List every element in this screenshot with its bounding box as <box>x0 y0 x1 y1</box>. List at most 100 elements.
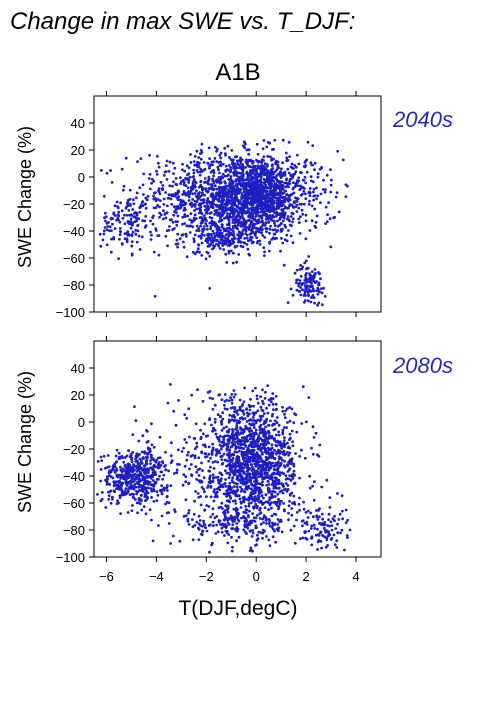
scatter-point <box>218 181 222 185</box>
scatter-point <box>268 174 271 178</box>
scatter-point <box>239 426 242 430</box>
scatter-point <box>249 169 253 172</box>
scatter-point <box>215 523 219 527</box>
scatter-point <box>299 274 303 278</box>
scatter-point <box>244 227 248 231</box>
scatter-point <box>149 459 153 462</box>
scatter-point <box>216 413 220 416</box>
scatter-point <box>248 467 251 471</box>
scatter-point <box>222 492 226 496</box>
y-tick-label: 0 <box>78 170 85 185</box>
scatter-point <box>242 528 246 532</box>
scatter-point <box>214 492 218 496</box>
scatter-point <box>297 206 301 210</box>
scatter-point <box>162 473 166 477</box>
scatter-point <box>129 473 133 477</box>
scatter-point <box>218 440 221 443</box>
scatter-point <box>262 139 266 142</box>
scatter-point <box>228 227 232 230</box>
scatter-point <box>152 250 156 254</box>
scatter-point <box>143 450 147 453</box>
scatter-point <box>173 166 177 170</box>
scatter-point <box>123 222 127 226</box>
scatter-point <box>268 524 272 528</box>
scatter-point <box>205 224 209 228</box>
scatter-point <box>245 170 249 174</box>
scatter-point <box>197 234 201 238</box>
scatter-point <box>234 460 238 464</box>
scatter-point <box>171 220 175 224</box>
scatter-point <box>292 173 295 176</box>
scatter-point <box>143 225 147 229</box>
scatter-point <box>230 149 234 152</box>
scatter-point <box>280 499 283 503</box>
scatter-point <box>270 501 273 505</box>
scatter-point <box>274 461 278 465</box>
scatter-point <box>250 482 254 486</box>
scatter-point <box>110 229 113 233</box>
scatter-point <box>219 160 223 164</box>
scatter-point <box>173 510 177 514</box>
scatter-point <box>307 396 311 399</box>
scatter-point <box>255 213 258 216</box>
scatter-point <box>213 213 216 216</box>
scatter-point <box>225 425 228 429</box>
scatter-point <box>256 499 259 502</box>
scatter-point <box>208 550 211 554</box>
scatter-point <box>239 166 243 170</box>
scatter-point <box>291 241 295 245</box>
scatter-point <box>262 422 266 426</box>
scatter-point <box>190 221 194 224</box>
scatter-point <box>257 175 261 178</box>
x-tick-label: −6 <box>99 569 114 584</box>
scatter-point <box>185 441 188 444</box>
scatter-point <box>187 523 191 526</box>
scatter-point <box>297 221 301 225</box>
scatter-point <box>237 240 240 244</box>
scatter-point <box>228 419 232 423</box>
scatter-point <box>263 178 266 182</box>
scatter-point <box>266 411 270 415</box>
scatter-point <box>225 398 228 402</box>
scatter-point <box>136 461 140 465</box>
scatter-point <box>253 499 257 503</box>
scatter-point <box>341 158 345 162</box>
scatter-point <box>219 151 223 155</box>
scatter-point <box>160 484 164 488</box>
scatter-point <box>224 485 228 488</box>
scatter-point <box>96 493 99 496</box>
scatter-point <box>221 214 224 217</box>
scatter-point <box>262 246 266 250</box>
scatter-point <box>240 207 244 211</box>
scatter-point <box>208 396 212 400</box>
scatter-point <box>193 209 196 212</box>
scatter-point <box>126 464 130 468</box>
scatter-point <box>231 201 235 205</box>
scatter-point <box>305 267 308 271</box>
scatter-point <box>212 232 216 235</box>
scatter-point <box>245 191 249 195</box>
scatter-point <box>168 225 171 228</box>
scatter-point <box>223 534 226 537</box>
scatter-point <box>226 144 230 148</box>
scatter-point <box>255 543 258 546</box>
scatter-point <box>205 455 209 458</box>
scatter-point <box>263 448 267 452</box>
scatter-point <box>252 507 256 510</box>
scatter-point <box>193 233 197 237</box>
scatter-point <box>254 195 257 199</box>
scatter-point <box>309 278 313 282</box>
scatter-point <box>287 453 290 457</box>
scatter-point <box>246 148 250 152</box>
scatter-point <box>274 408 278 411</box>
scatter-point <box>134 232 138 236</box>
scatter-point <box>152 484 156 488</box>
scatter-point <box>264 468 267 472</box>
scatter-point <box>318 515 321 519</box>
scatter-point <box>288 406 291 409</box>
scatter-point <box>257 486 261 490</box>
scatter-point <box>297 176 301 180</box>
scatter-point <box>292 462 296 466</box>
scatter-point <box>305 158 309 162</box>
scatter-point <box>164 464 168 467</box>
